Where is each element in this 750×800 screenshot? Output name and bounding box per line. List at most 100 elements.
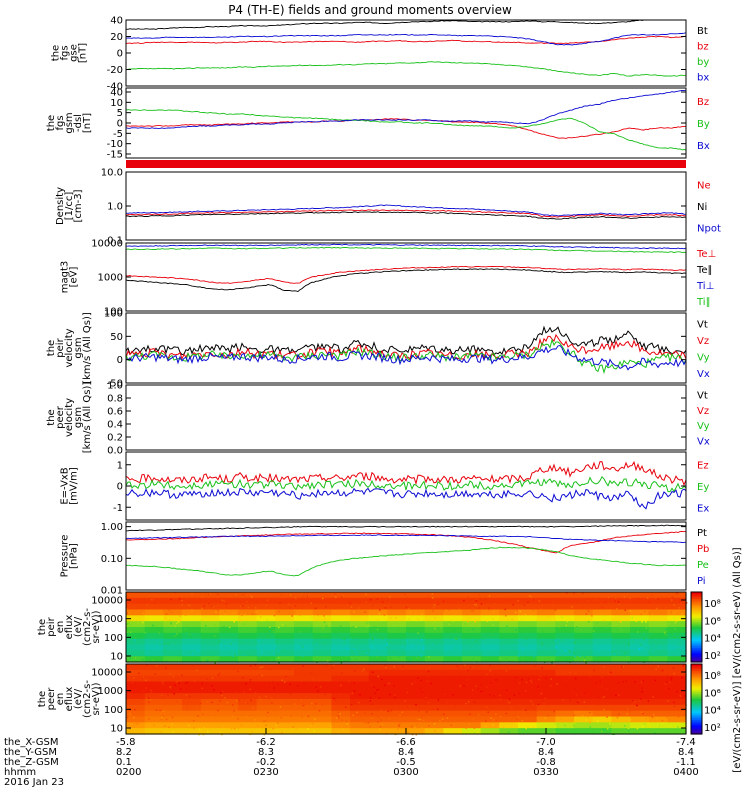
heatmap-speckle <box>663 631 666 634</box>
heatmap-speckle <box>532 726 534 728</box>
heatmap-speckle <box>324 693 327 696</box>
heatmap-speckle <box>143 681 146 684</box>
heatmap-speckle <box>552 601 554 603</box>
heatmap-speckle <box>202 726 205 729</box>
heatmap-speckle <box>314 683 317 686</box>
heatmap-cell <box>238 632 258 640</box>
heatmap-cell <box>256 656 276 663</box>
heatmap-speckle <box>310 629 312 632</box>
heatmap-speckle <box>258 674 260 676</box>
heatmap-cell <box>275 704 295 712</box>
heatmap-speckle <box>564 680 567 682</box>
heatmap-speckle <box>408 705 410 707</box>
heatmap-speckle <box>490 717 492 719</box>
heatmap-cell <box>126 693 146 700</box>
series-ez-line <box>125 460 687 487</box>
y-tick-label: 5 <box>117 108 123 119</box>
heatmap-speckle <box>275 724 278 727</box>
heatmap-speckle <box>583 659 586 662</box>
heatmap-speckle <box>256 724 259 727</box>
y-tick-label: 100 <box>104 633 123 644</box>
heatmap-cell <box>387 650 407 657</box>
heatmap-speckle <box>211 684 213 687</box>
heatmap-speckle <box>294 605 297 607</box>
heatmap-speckle <box>664 683 667 685</box>
heatmap-cell <box>275 728 295 735</box>
heatmap-speckle <box>541 651 543 653</box>
heatmap-speckle <box>278 661 280 664</box>
heatmap-cell <box>518 609 538 616</box>
heatmap-cell <box>574 621 594 628</box>
heatmap-cell <box>648 675 668 683</box>
heatmap-cell <box>312 621 332 628</box>
heatmap-cell <box>611 650 631 657</box>
heatmap-speckle <box>169 672 171 675</box>
heatmap-speckle <box>533 598 535 601</box>
heatmap-speckle <box>617 681 620 684</box>
colorbar-swatch <box>691 597 702 600</box>
heatmap-speckle <box>521 660 524 663</box>
heatmap-speckle <box>386 643 388 646</box>
heatmap-cell <box>630 681 650 688</box>
heatmap-speckle <box>471 666 474 668</box>
heatmap-speckle <box>639 718 641 721</box>
heatmap-speckle <box>649 725 651 728</box>
heatmap-speckle <box>349 602 352 605</box>
heatmap-speckle <box>335 596 337 598</box>
heatmap-speckle <box>516 718 518 720</box>
heatmap-cell <box>312 687 332 694</box>
heatmap-speckle <box>669 600 671 603</box>
heatmap-speckle <box>368 664 371 666</box>
heatmap-speckle <box>195 628 197 630</box>
colorbar-swatch <box>691 658 702 661</box>
heatmap-speckle <box>463 685 465 687</box>
heatmap-speckle <box>554 640 556 642</box>
series-ex-line <box>125 487 687 510</box>
heatmap-speckle <box>260 698 262 701</box>
heatmap-speckle <box>399 714 401 716</box>
heatmap-speckle <box>612 615 614 617</box>
heatmap-speckle <box>388 717 391 720</box>
heatmap-speckle <box>433 604 436 606</box>
heatmap-speckle <box>351 615 353 618</box>
heatmap-speckle <box>431 622 434 624</box>
heatmap-speckle <box>151 617 153 619</box>
heatmap-speckle <box>181 604 184 606</box>
heatmap-cell <box>667 627 687 634</box>
heatmap-speckle <box>460 678 463 681</box>
heatmap-speckle <box>597 696 600 698</box>
heatmap-cell <box>294 704 314 712</box>
heatmap-cell <box>667 710 687 718</box>
heatmap-speckle <box>337 633 340 635</box>
colorbar-swatch <box>691 628 702 632</box>
heatmap-cell <box>219 699 239 706</box>
heatmap-speckle <box>658 725 661 728</box>
heatmap-speckle <box>393 685 396 687</box>
heatmap-cell <box>424 644 444 651</box>
heatmap-cell <box>387 638 407 646</box>
heatmap-speckle <box>165 718 168 721</box>
heatmap-speckle <box>670 599 673 601</box>
heatmap-speckle <box>165 660 168 663</box>
heatmap-speckle <box>277 683 279 686</box>
heatmap-speckle <box>445 619 447 622</box>
heatmap-cell <box>275 609 295 616</box>
heatmap-speckle <box>673 634 675 637</box>
heatmap-speckle <box>527 601 529 603</box>
heatmap-speckle <box>142 621 144 624</box>
heatmap-cell <box>648 609 668 616</box>
heatmap-speckle <box>324 616 326 618</box>
heatmap-speckle <box>415 724 418 726</box>
y-axis-label: fgs <box>55 115 66 130</box>
heatmap-speckle <box>177 594 180 596</box>
heatmap-speckle <box>145 687 147 689</box>
heatmap-speckle <box>565 659 568 662</box>
heatmap-cell <box>200 597 220 605</box>
heatmap-cell <box>387 687 407 694</box>
heatmap-speckle <box>626 713 628 715</box>
heatmap-cell <box>443 592 463 599</box>
heatmap-speckle <box>303 682 305 684</box>
heatmap-speckle <box>307 715 310 718</box>
heatmap-cell <box>182 597 202 605</box>
heatmap-speckle <box>294 596 297 599</box>
